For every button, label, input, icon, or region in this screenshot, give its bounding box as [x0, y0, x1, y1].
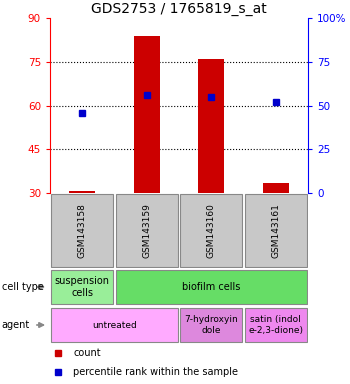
Text: cell type: cell type: [2, 282, 44, 292]
Bar: [198, 59, 224, 193]
Bar: [245, 194, 307, 267]
Bar: [51, 308, 178, 343]
Bar: [245, 308, 307, 343]
Text: agent: agent: [2, 320, 30, 330]
Bar: [263, 183, 289, 193]
Title: GDS2753 / 1765819_s_at: GDS2753 / 1765819_s_at: [91, 2, 267, 16]
Text: GSM143159: GSM143159: [142, 203, 151, 258]
Bar: [180, 194, 242, 267]
Text: GSM143158: GSM143158: [78, 203, 87, 258]
Text: biofilm cells: biofilm cells: [182, 282, 240, 292]
Bar: [51, 270, 113, 305]
Bar: [69, 191, 95, 193]
Bar: [116, 194, 178, 267]
Bar: [116, 270, 307, 305]
Text: 7-hydroxyin
dole: 7-hydroxyin dole: [184, 315, 238, 335]
Text: satin (indol
e-2,3-dione): satin (indol e-2,3-dione): [248, 315, 303, 335]
Bar: [180, 308, 242, 343]
Bar: [134, 35, 160, 193]
Bar: [51, 194, 113, 267]
Text: untreated: untreated: [92, 321, 137, 329]
Text: count: count: [73, 348, 101, 358]
Text: suspension
cells: suspension cells: [55, 276, 110, 298]
Text: percentile rank within the sample: percentile rank within the sample: [73, 367, 238, 377]
Text: GSM143161: GSM143161: [271, 203, 280, 258]
Text: GSM143160: GSM143160: [207, 203, 216, 258]
